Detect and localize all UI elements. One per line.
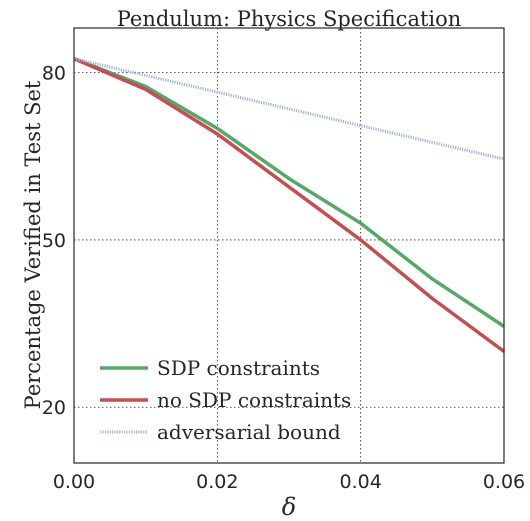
- legend: SDP constraints no SDP constraints adversa…: [100, 356, 351, 444]
- y-tick-label: 80: [42, 63, 66, 85]
- y-axis-label: Percentage Verified in Test Set: [21, 80, 45, 409]
- chart-title: Pendulum: Physics Specification: [117, 7, 462, 31]
- y-tick-label: 20: [42, 397, 66, 419]
- plot-frame: [73, 27, 505, 464]
- legend-label: adversarial bound: [157, 420, 341, 444]
- x-tick-label: 0.02: [196, 471, 238, 493]
- x-axis-label: δ: [282, 493, 296, 521]
- series-lines: [73, 57, 506, 353]
- legend-label: no SDP constraints: [157, 388, 351, 412]
- series-line-adversarial-bound: [73, 57, 505, 161]
- series-line-sdp-constraints: [73, 57, 505, 328]
- legend-label: SDP constraints: [157, 356, 320, 380]
- y-tick-label: 50: [42, 230, 66, 252]
- series-line-no-sdp-constraints: [73, 57, 506, 353]
- x-tick-label: 0.06: [483, 471, 525, 493]
- tick-labels: 0.00 0.02 0.04 0.06 20 50 80: [42, 63, 525, 493]
- x-tick-label: 0.04: [340, 471, 382, 493]
- x-tick-label: 0.00: [53, 471, 95, 493]
